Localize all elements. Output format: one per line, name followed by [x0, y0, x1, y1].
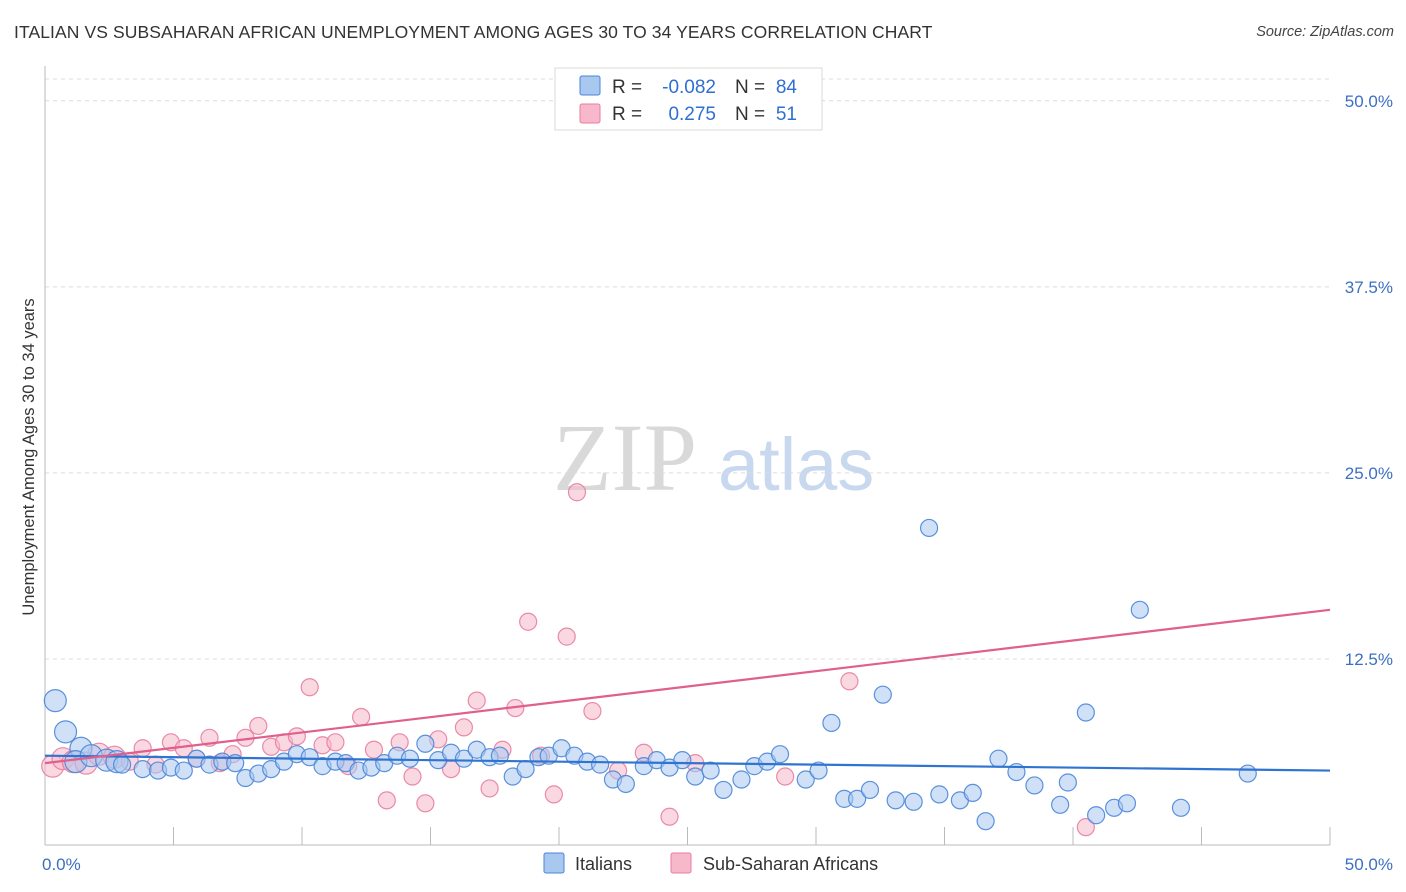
series-italians: [43, 518, 1257, 831]
sub-saharan-point: [249, 716, 268, 736]
sub-saharan-point: [287, 727, 306, 746]
italians-point: [673, 751, 692, 770]
legend-n-label-sub-saharan: N =: [735, 104, 765, 125]
italians-point: [1171, 798, 1191, 817]
italians-point: [976, 812, 995, 831]
italians-point: [989, 749, 1008, 768]
italians-point: [714, 780, 733, 800]
sub-saharan-point: [480, 779, 499, 798]
sub-saharan-point: [567, 483, 587, 502]
watermark-atlas: atlas: [718, 423, 874, 506]
y-tick-label: 25.0%: [1345, 464, 1393, 483]
italians-point: [43, 689, 67, 713]
italians-point: [809, 761, 828, 780]
italians-point: [904, 792, 923, 811]
italians-point: [53, 720, 78, 744]
italians-point: [516, 759, 535, 779]
italians-point: [860, 780, 880, 800]
sub-saharan-point: [352, 707, 371, 727]
sub-saharan-point: [133, 739, 152, 758]
italians-point: [1058, 773, 1077, 792]
italians-point: [112, 755, 132, 774]
sub-saharan-point: [300, 678, 319, 697]
sub-saharan-point: [544, 785, 563, 804]
italians-point: [701, 761, 720, 780]
italians-point: [848, 789, 867, 808]
italians-point: [886, 791, 905, 810]
sub-saharan-point: [377, 791, 396, 810]
legend-swatch-sub-saharan: [579, 103, 601, 124]
legend-bottom-label-italians: Italians: [575, 854, 632, 874]
italians-point: [822, 713, 841, 733]
legend-r-value-sub-saharan: 0.275: [668, 104, 716, 125]
italians-point: [770, 745, 790, 764]
italians-point: [1076, 703, 1095, 722]
italians-point: [963, 783, 982, 803]
legend-top: R = -0.082 N = 84 R = 0.275 N = 51: [554, 67, 823, 131]
italians-point: [416, 734, 435, 753]
sub-saharan-trend-line: [44, 608, 1331, 765]
sub-saharan-point: [840, 672, 859, 691]
y-axis-label: Unemployment Among Ages 30 to 34 years: [20, 298, 38, 615]
legend-bottom-swatch-italians: [543, 852, 565, 874]
italians-point: [930, 785, 949, 804]
legend-r-label-sub-saharan: R =: [612, 104, 642, 125]
y-tick-label: 12.5%: [1345, 650, 1393, 669]
x-tick-label: 0.0%: [42, 855, 81, 874]
legend-bottom-swatch-sub-saharan: [670, 852, 692, 874]
italians-point: [1238, 764, 1257, 783]
legend-n-label-italians: N =: [735, 77, 765, 98]
y-tick-label: 37.5%: [1345, 278, 1393, 297]
sub-saharan-point: [660, 807, 679, 826]
sub-saharan-point: [467, 691, 486, 710]
trend-lines: [44, 608, 1331, 772]
italians-trend-line: [44, 754, 1331, 772]
italians-point: [686, 767, 705, 786]
legend-bottom: Italians Sub-Saharan Africans: [543, 852, 878, 874]
italians-point: [1087, 806, 1106, 825]
italians-point: [796, 770, 815, 789]
legend-swatch-italians: [579, 75, 601, 96]
italians-point: [873, 685, 892, 704]
sub-saharan-point: [416, 794, 435, 813]
x-tick-label: 50.0%: [1345, 855, 1393, 874]
source-label: Source: ZipAtlas.com: [1256, 24, 1394, 40]
legend-n-value-sub-saharan: 51: [776, 104, 797, 125]
legend-r-label-italians: R =: [612, 77, 642, 98]
italians-point: [400, 749, 420, 768]
legend-n-value-italians: 84: [776, 77, 798, 98]
italians-point: [732, 770, 751, 789]
sub-saharan-point: [557, 627, 576, 646]
italians-point: [1117, 794, 1137, 813]
sub-saharan-point: [1076, 818, 1095, 837]
legend-r-value-italians: -0.082: [662, 77, 716, 98]
italians-point: [591, 755, 610, 774]
italians-point: [133, 759, 152, 779]
italians-point: [1130, 600, 1149, 619]
italians-point: [919, 518, 939, 538]
legend-bottom-label-sub-saharan: Sub-Saharan Africans: [703, 854, 878, 874]
italians-point: [616, 774, 635, 794]
sub-saharan-point: [519, 612, 538, 631]
italians-point: [174, 761, 193, 780]
gridlines: [45, 78, 1330, 660]
y-tick-label: 50.0%: [1345, 92, 1393, 111]
sub-saharan-point: [403, 767, 422, 786]
sub-saharan-point: [454, 718, 474, 737]
italians-point: [1051, 795, 1070, 814]
sub-saharan-point: [776, 767, 795, 786]
axes: [44, 66, 1331, 846]
tick-labels: 12.5% 25.0% 37.5% 50.0% 0.0% 50.0%: [42, 92, 1393, 874]
chart-title: ITALIAN VS SUBSAHARAN AFRICAN UNEMPLOYME…: [14, 22, 933, 42]
italians-point: [300, 748, 319, 767]
sub-saharan-point: [364, 740, 384, 759]
italians-point: [1025, 776, 1044, 795]
sub-saharan-point: [326, 733, 345, 752]
italians-point: [454, 749, 474, 768]
sub-saharan-point: [583, 701, 602, 721]
